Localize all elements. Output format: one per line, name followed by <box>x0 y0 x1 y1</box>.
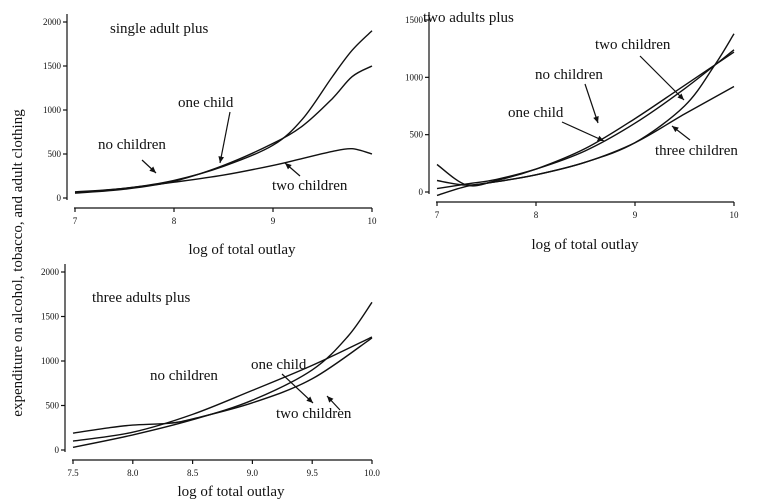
shared-y-axis-label: expenditure on alcohol, tobacco, and adu… <box>10 109 26 417</box>
panel-single-adult-xlabel: log of total outlay <box>188 242 296 258</box>
x-tick-label: 9 <box>633 210 638 220</box>
panel-three-adults-curves <box>72 301 373 448</box>
series-line-no-children <box>72 336 373 442</box>
arrow-one-child <box>281 373 314 404</box>
arrowhead <box>218 156 225 163</box>
y-tick-label: 1000 <box>405 72 424 82</box>
panel-two-adults: 0 500 1000 1500 7 8 9 10 two adults plus log of… <box>405 10 739 253</box>
y-tick-label: 500 <box>48 149 62 159</box>
y-tick-label: 1500 <box>41 312 60 322</box>
panel-two-adults-curves <box>436 33 735 197</box>
arrowhead <box>672 126 679 133</box>
annotation-two-children: two children <box>272 178 348 194</box>
arrow-one-child <box>219 111 231 164</box>
annotation-no-children: no children <box>98 137 166 153</box>
panel-two-adults-xlabel: log of total outlay <box>531 237 639 253</box>
annotation-no-children: no children <box>535 67 603 83</box>
x-tick-label: 8.0 <box>127 468 139 478</box>
x-tick-label: 10.0 <box>364 468 380 478</box>
y-tick-label: 0 <box>419 187 424 197</box>
series-line-one-child <box>72 301 373 448</box>
panel-three-adults-axes: 0 500 1000 1500 2000 7.5 8.0 8.5 9.0 9.5 10.0 <box>41 264 380 478</box>
panel-three-adults-xlabel: log of total outlay <box>177 484 285 500</box>
series-line-three-children <box>436 85 735 186</box>
arrowhead <box>677 93 684 100</box>
y-tick-label: 1000 <box>43 105 62 115</box>
arrowhead <box>285 163 292 170</box>
y-tick-label: 1000 <box>41 356 60 366</box>
arrow-two-children <box>639 55 685 101</box>
x-tick-label: 8 <box>172 216 177 226</box>
annotation-one-child: one child <box>251 357 307 373</box>
y-tick-label: 0 <box>55 445 60 455</box>
series-line-no-children <box>74 30 373 193</box>
series-line-no-children <box>436 49 735 190</box>
panel-three-adults: 0 500 1000 1500 2000 7.5 8.0 8.5 9.0 9.5 10.0 thre… <box>41 264 380 500</box>
series-line-two-children <box>74 147 373 194</box>
y-tick-label: 1500 <box>405 15 424 25</box>
x-tick-label: 10 <box>368 216 378 226</box>
annotation-two-children: two children <box>595 37 671 53</box>
y-tick-label: 1500 <box>43 61 62 71</box>
arrow-no-children <box>584 83 599 124</box>
arrowhead <box>327 396 334 403</box>
x-tick-label: 10 <box>730 210 740 220</box>
arrow-one-child <box>561 121 605 142</box>
x-tick-label: 8.5 <box>187 468 199 478</box>
panel-single-adult-title: single adult plus <box>110 21 208 37</box>
annotation-no-children: no children <box>150 368 218 384</box>
x-tick-label: 9.0 <box>247 468 259 478</box>
x-tick-label: 7 <box>73 216 78 226</box>
series-line-one-child <box>74 65 373 194</box>
series-line-two-children <box>436 33 735 197</box>
x-tick-label: 9 <box>271 216 276 226</box>
panel-single-adult-curves <box>74 30 373 194</box>
y-tick-label: 0 <box>57 193 62 203</box>
arrowhead <box>306 396 313 403</box>
panel-three-adults-title: three adults plus <box>92 290 190 306</box>
arrowhead <box>597 135 604 141</box>
y-tick-label: 500 <box>46 401 60 411</box>
panel-single-adult-axes: 0 500 1000 1500 2000 7 8 9 10 <box>43 14 377 226</box>
y-tick-label: 2000 <box>41 267 60 277</box>
x-tick-label: 9.5 <box>307 468 319 478</box>
x-tick-label: 7.5 <box>67 468 79 478</box>
arrowhead <box>593 116 599 123</box>
annotation-two-children: two children <box>276 406 352 422</box>
annotation-three-children: three children <box>655 143 738 159</box>
x-tick-label: 8 <box>534 210 539 220</box>
y-tick-label: 500 <box>410 130 424 140</box>
arrowhead <box>149 166 156 173</box>
x-tick-label: 7 <box>435 210 440 220</box>
annotation-one-child: one child <box>508 105 564 121</box>
y-tick-label: 2000 <box>43 17 62 27</box>
panel-two-adults-axes: 0 500 1000 1500 7 8 9 10 <box>405 12 739 220</box>
series-line-two-children <box>72 337 373 434</box>
annotation-one-child: one child <box>178 95 234 111</box>
panel-two-adults-title: two adults plus <box>423 10 514 26</box>
